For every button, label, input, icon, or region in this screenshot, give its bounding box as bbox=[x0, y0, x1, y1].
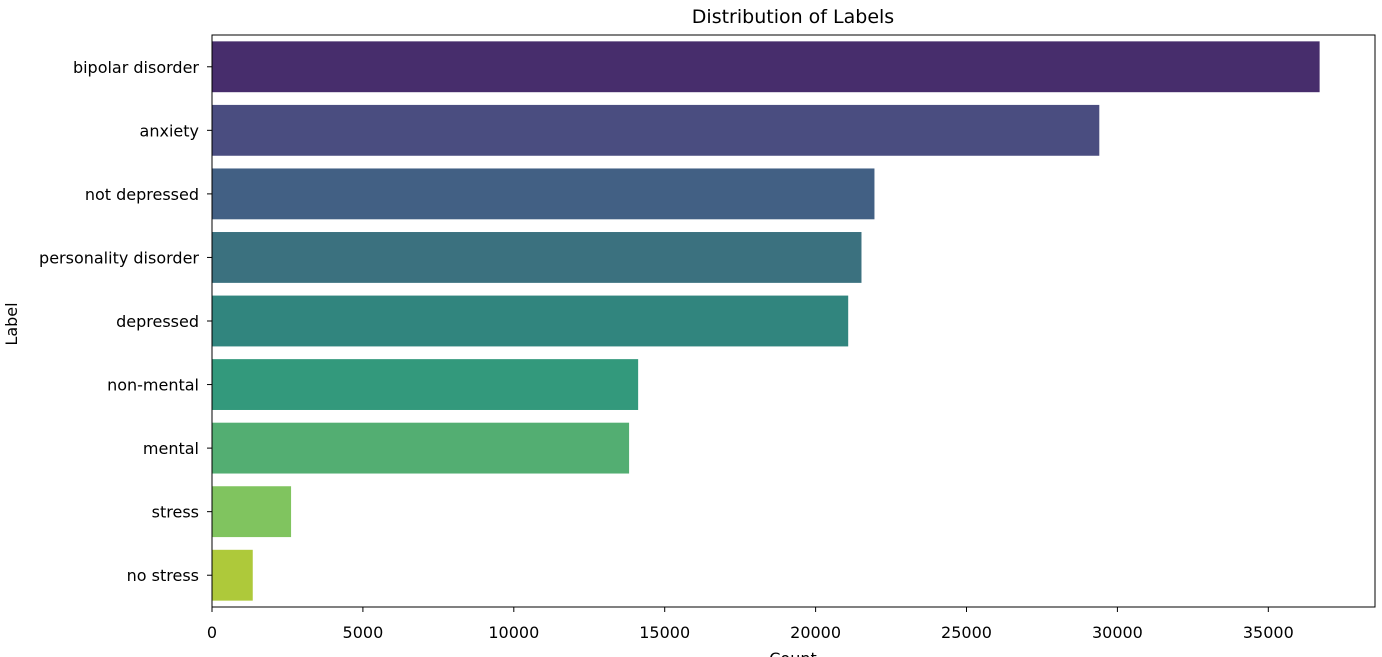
category-label: bipolar disorder bbox=[73, 58, 199, 77]
category-label: non-mental bbox=[107, 376, 199, 395]
x-tick-label: 30000 bbox=[1092, 623, 1143, 642]
y-axis-label: Label bbox=[2, 302, 21, 345]
bar bbox=[212, 168, 875, 220]
bar bbox=[212, 295, 849, 347]
bar bbox=[212, 422, 630, 474]
category-label: anxiety bbox=[140, 121, 199, 140]
x-tick-label: 5000 bbox=[343, 623, 384, 642]
plot-frame bbox=[211, 34, 1376, 608]
x-axis-ticks: 0 5000 10000 15000 20000 25000 30000 35000 bbox=[207, 607, 1294, 642]
bar bbox=[212, 359, 639, 410]
x-tick-label: 0 bbox=[207, 623, 217, 642]
x-tick-label: 35000 bbox=[1243, 623, 1294, 642]
category-labels: bipolar disorder anxiety not depressed pers… bbox=[39, 58, 212, 585]
category-label: mental bbox=[143, 439, 199, 458]
x-tick-label: 10000 bbox=[488, 623, 539, 642]
category-label: no stress bbox=[127, 566, 199, 585]
bar bbox=[212, 232, 862, 283]
category-label: depressed bbox=[116, 312, 199, 331]
x-tick-label: 20000 bbox=[790, 623, 841, 642]
category-label: stress bbox=[152, 503, 199, 522]
x-tick-label: 15000 bbox=[639, 623, 690, 642]
bar bbox=[212, 486, 292, 538]
category-label: not depressed bbox=[85, 185, 199, 204]
bar bbox=[212, 104, 1100, 156]
category-label: personality disorder bbox=[39, 248, 199, 267]
bars-layer bbox=[212, 41, 1320, 601]
x-axis-label: Count bbox=[769, 649, 817, 657]
bar bbox=[212, 41, 1320, 93]
bar bbox=[212, 549, 253, 601]
x-tick-label: 25000 bbox=[941, 623, 992, 642]
chart-title: Distribution of Labels bbox=[692, 6, 894, 28]
